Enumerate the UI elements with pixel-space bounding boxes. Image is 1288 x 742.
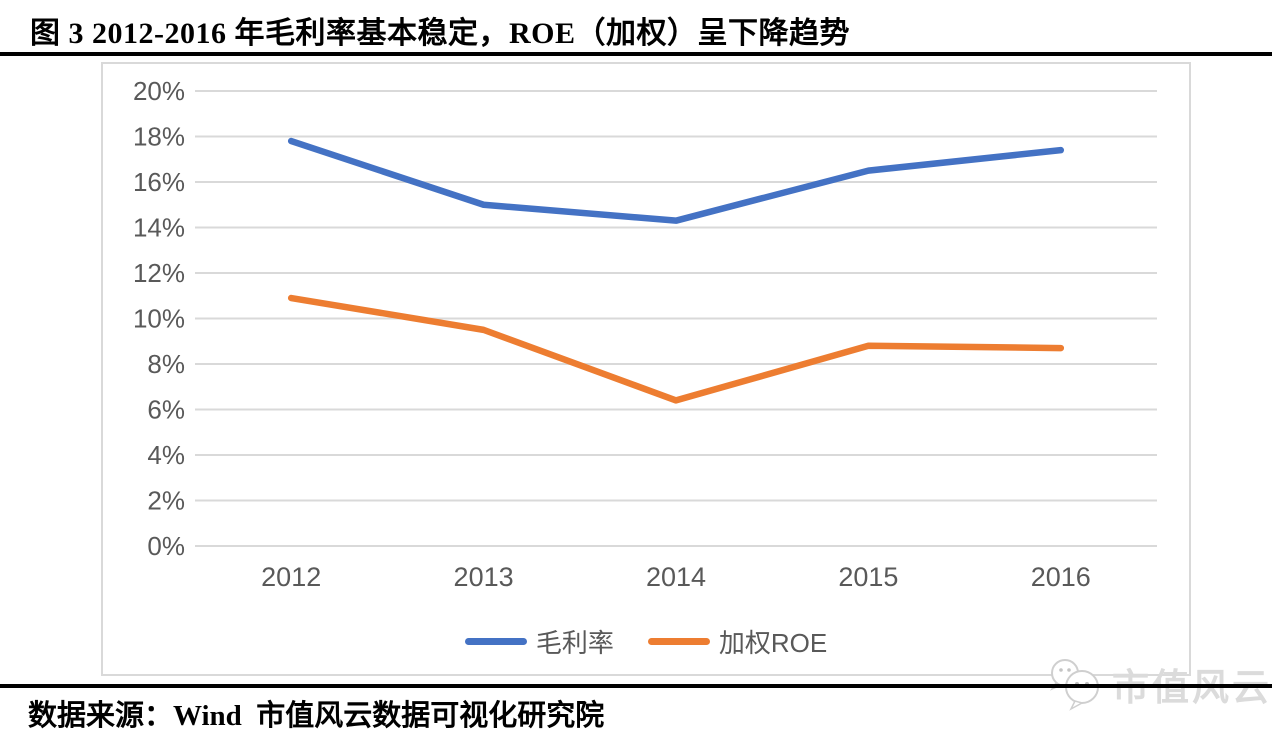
line-chart: 0% 2% 4% 6% 8% 10% 12% 14% 16% 18% 20% 2012 2013 2014…: [133, 76, 1157, 592]
legend-swatch: [647, 638, 710, 645]
y-axis-tick-label: 16%: [133, 167, 185, 197]
y-axis-tick-label: 4%: [147, 440, 185, 470]
chart-frame: 0% 2% 4% 6% 8% 10% 12% 14% 16% 18% 20% 2012 2013 2014…: [101, 62, 1191, 676]
x-axis-tick-label: 2013: [454, 562, 514, 592]
data-source-line: 数据来源：Wind 市值风云数据可视化研究院: [28, 700, 605, 732]
x-axis-tick-label: 2014: [646, 562, 706, 592]
figure-title: 图 3 2012-2016 年毛利率基本稳定，ROE（加权）呈下降趋势: [30, 17, 850, 50]
y-axis-tick-label: 14%: [133, 213, 185, 243]
series-line-1: [287, 294, 1065, 404]
legend-swatch: [464, 638, 527, 645]
title-divider: [0, 52, 1272, 56]
legend-item-0: 毛利率: [464, 623, 614, 660]
series-line-0: [287, 137, 1065, 224]
chart-legend: 毛利率 加权ROE: [103, 623, 1189, 660]
legend-label: 加权ROE: [718, 628, 828, 658]
y-axis-tick-label: 18%: [133, 122, 185, 152]
x-axis-tick-label: 2012: [261, 562, 321, 592]
footer-divider: [0, 684, 1272, 688]
y-axis-tick-label: 10%: [133, 304, 185, 334]
y-axis-tick-label: 8%: [147, 349, 185, 379]
y-axis-tick-label: 20%: [133, 76, 185, 106]
legend-item-1: 加权ROE: [647, 623, 828, 660]
x-axis-tick-label: 2015: [838, 562, 898, 592]
y-axis-tick-label: 0%: [147, 531, 185, 561]
y-axis-tick-label: 6%: [147, 395, 185, 425]
y-axis-tick-label: 12%: [133, 258, 185, 288]
legend-label: 毛利率: [535, 628, 614, 658]
x-axis-tick-label: 2016: [1031, 562, 1091, 592]
y-axis-tick-label: 2%: [147, 486, 185, 516]
